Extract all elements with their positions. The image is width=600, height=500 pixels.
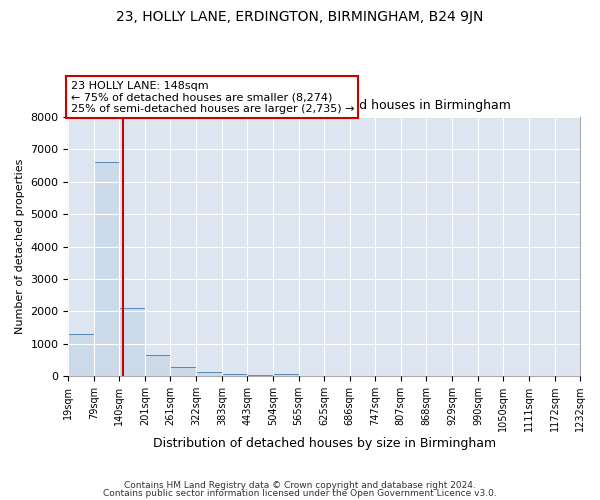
X-axis label: Distribution of detached houses by size in Birmingham: Distribution of detached houses by size … [152,437,496,450]
Bar [119,308,145,376]
Title: Size of property relative to detached houses in Birmingham: Size of property relative to detached ho… [137,98,511,112]
Text: Contains public sector information licensed under the Open Government Licence v3: Contains public sector information licen… [103,488,497,498]
Bar [145,355,170,376]
Bar [94,162,119,376]
Y-axis label: Number of detached properties: Number of detached properties [15,159,25,334]
Bar [273,374,299,376]
Bar [68,334,94,376]
Bar [196,372,222,376]
Text: 23 HOLLY LANE: 148sqm
← 75% of detached houses are smaller (8,274)
25% of semi-d: 23 HOLLY LANE: 148sqm ← 75% of detached … [71,80,354,114]
Text: 23, HOLLY LANE, ERDINGTON, BIRMINGHAM, B24 9JN: 23, HOLLY LANE, ERDINGTON, BIRMINGHAM, B… [116,10,484,24]
Bar [170,366,196,376]
Bar [222,374,247,376]
Bar [247,374,273,376]
Text: Contains HM Land Registry data © Crown copyright and database right 2024.: Contains HM Land Registry data © Crown c… [124,481,476,490]
